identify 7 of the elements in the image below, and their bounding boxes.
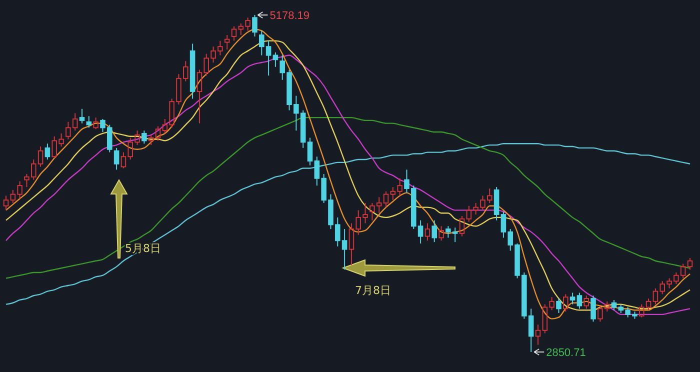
candlestick [535,324,541,346]
annotation: 7月8日 [355,284,391,297]
candlestick [190,43,196,100]
candlestick [224,34,230,50]
annotation: 5178.19 [270,10,310,22]
annotation: 2850.71 [546,347,586,359]
candlestick [570,292,576,305]
